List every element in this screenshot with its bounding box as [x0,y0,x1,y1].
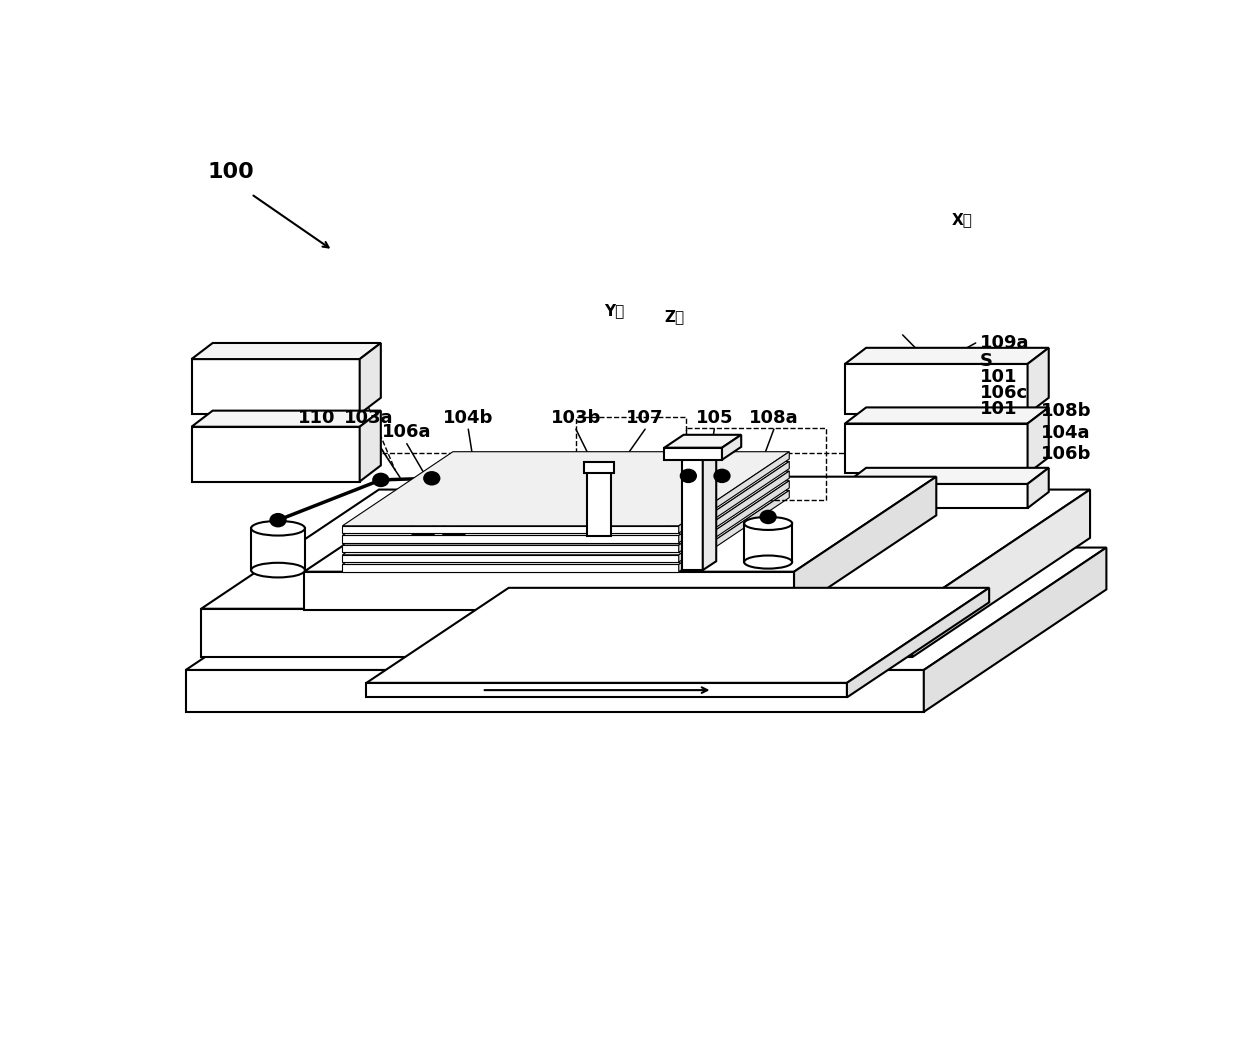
Polygon shape [678,452,789,533]
Polygon shape [186,547,1106,670]
Polygon shape [201,609,913,657]
Bar [575,417,687,490]
Polygon shape [342,526,678,533]
Ellipse shape [744,555,792,569]
Polygon shape [191,343,381,359]
Text: 100: 100 [208,162,254,182]
Polygon shape [744,523,792,562]
Polygon shape [1028,408,1049,474]
Text: Z轴: Z轴 [663,310,684,324]
Polygon shape [844,408,1049,424]
Polygon shape [186,670,924,712]
Circle shape [680,469,697,483]
Circle shape [269,513,286,527]
Polygon shape [678,491,789,572]
Polygon shape [342,554,678,562]
Polygon shape [844,364,1028,414]
Polygon shape [1028,468,1049,508]
Polygon shape [844,468,1049,484]
Text: 104b: 104b [443,409,494,427]
Bar [687,428,826,500]
Text: 103b: 103b [551,409,601,427]
Polygon shape [191,359,360,414]
Polygon shape [360,343,381,414]
Text: 106c: 106c [980,384,1028,402]
Polygon shape [844,484,1028,508]
Text: 107: 107 [626,409,663,427]
Text: S: S [980,351,992,369]
Text: 108a: 108a [749,409,799,427]
Polygon shape [342,545,678,552]
Circle shape [713,469,730,483]
Polygon shape [367,588,990,683]
Circle shape [372,473,389,487]
Polygon shape [682,445,717,453]
Text: 110: 110 [298,409,335,427]
Polygon shape [665,448,722,460]
Polygon shape [342,471,789,545]
Polygon shape [665,435,742,448]
Circle shape [759,509,776,524]
Polygon shape [250,528,305,570]
Text: 101: 101 [980,368,1017,386]
Polygon shape [794,477,936,611]
Polygon shape [667,478,687,526]
Text: 106b: 106b [1042,446,1091,463]
Ellipse shape [250,521,305,536]
Polygon shape [342,536,678,543]
Ellipse shape [250,563,305,577]
Polygon shape [678,461,789,543]
Text: X轴: X轴 [952,212,972,228]
Polygon shape [342,481,789,554]
Polygon shape [703,445,717,570]
Polygon shape [682,453,703,570]
Polygon shape [722,435,742,460]
Polygon shape [201,490,1090,609]
Text: 103a: 103a [343,409,393,427]
Text: 106a: 106a [382,424,432,441]
Polygon shape [678,481,789,562]
Text: 105: 105 [696,409,733,427]
Polygon shape [584,462,614,474]
Polygon shape [191,411,381,427]
Text: 101: 101 [980,400,1017,418]
Circle shape [423,471,440,485]
Polygon shape [844,424,1028,474]
Polygon shape [1028,348,1049,414]
Polygon shape [342,565,678,572]
Text: Y轴: Y轴 [604,302,625,318]
Polygon shape [444,482,465,535]
Text: 104a: 104a [1042,425,1090,442]
Polygon shape [342,461,789,536]
Polygon shape [588,472,610,537]
Polygon shape [844,348,1049,364]
Text: 108b: 108b [1042,402,1091,419]
Polygon shape [367,683,847,698]
Polygon shape [924,547,1106,712]
Polygon shape [913,490,1090,657]
Polygon shape [413,482,434,535]
Text: 109a: 109a [980,334,1029,353]
Polygon shape [304,477,936,572]
Polygon shape [342,452,789,526]
Polygon shape [191,427,360,481]
Polygon shape [304,572,794,611]
Polygon shape [342,491,789,565]
Ellipse shape [744,517,792,530]
Polygon shape [678,471,789,552]
Polygon shape [688,478,708,526]
Polygon shape [360,411,381,481]
Polygon shape [847,588,990,698]
